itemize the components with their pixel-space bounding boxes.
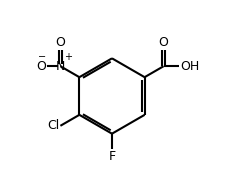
Text: O: O	[55, 36, 65, 49]
Text: F: F	[109, 150, 116, 163]
Text: −: −	[38, 52, 46, 62]
Text: +: +	[64, 52, 72, 62]
Text: OH: OH	[180, 60, 199, 73]
Text: Cl: Cl	[47, 119, 60, 132]
Text: O: O	[36, 60, 46, 73]
Text: O: O	[159, 36, 169, 49]
Text: N: N	[56, 60, 65, 73]
